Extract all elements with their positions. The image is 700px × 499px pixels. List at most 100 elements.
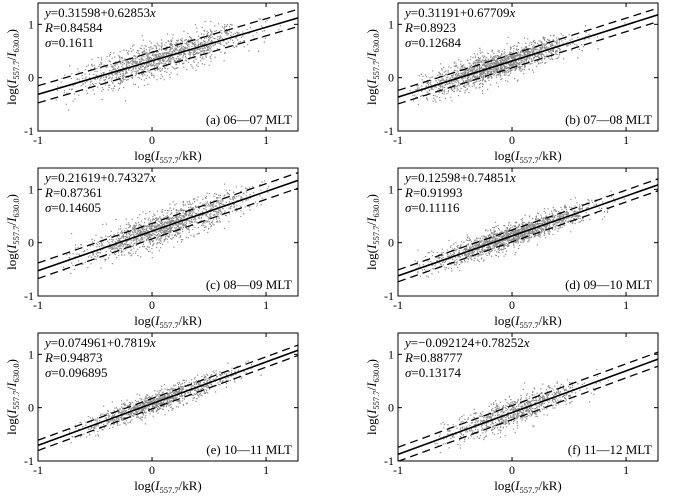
scatter-point	[451, 270, 453, 272]
scatter-point	[542, 219, 544, 221]
scatter-point	[490, 68, 492, 71]
scatter-point	[223, 60, 225, 62]
scatter-point	[491, 249, 493, 251]
scatter-point	[166, 229, 168, 232]
scatter-point	[142, 65, 144, 67]
scatter-point	[183, 215, 185, 217]
scatter-point	[99, 64, 101, 66]
scatter-point	[148, 232, 150, 234]
scatter-point	[189, 53, 191, 56]
scatter-point	[134, 83, 137, 86]
scatter-point	[193, 51, 195, 53]
scatter-point	[144, 224, 146, 227]
scatter-point	[119, 82, 122, 84]
sigma-text: σ=0.14605	[45, 200, 101, 215]
scatter-point	[484, 70, 486, 72]
scatter-point	[525, 47, 527, 49]
scatter-point	[470, 69, 472, 71]
scatter-point	[163, 53, 165, 55]
scatter-point	[108, 74, 110, 76]
scatter-point	[165, 65, 168, 67]
scatter-point	[574, 210, 576, 212]
scatter-point	[166, 49, 168, 51]
scatter-point	[240, 210, 242, 212]
scatter-point	[194, 218, 196, 220]
scatter-point	[154, 214, 156, 216]
scatter-point	[177, 233, 179, 235]
scatter-point	[80, 85, 82, 87]
scatter-point	[102, 71, 104, 74]
scatter-point	[188, 231, 190, 233]
scatter-point	[155, 226, 158, 228]
scatter-point	[138, 59, 140, 61]
scatter-point	[178, 62, 180, 64]
scatter-point	[150, 228, 152, 230]
scatter-point	[479, 79, 482, 82]
scatter-point	[100, 236, 102, 238]
scatter-point	[136, 70, 138, 72]
scatter-point	[457, 80, 459, 82]
scatter-point	[569, 39, 571, 41]
scatter-point	[100, 77, 102, 80]
scatter-point	[246, 191, 248, 193]
scatter-point	[451, 82, 453, 85]
scatter-point	[129, 58, 131, 60]
scatter-point	[194, 226, 196, 228]
scatter-point	[222, 40, 224, 42]
scatter-point	[198, 48, 200, 50]
sigma-text: σ=0.1611	[45, 35, 94, 50]
scatter-point	[132, 68, 134, 70]
scatter-point	[155, 46, 157, 48]
scatter-point	[538, 62, 540, 64]
scatter-point	[464, 86, 467, 88]
scatter-point	[216, 36, 219, 38]
scatter-point	[175, 45, 177, 48]
scatter-point	[89, 255, 91, 257]
scatter-point	[236, 33, 238, 35]
scatter-point	[226, 30, 229, 32]
scatter-point	[523, 73, 525, 75]
scatter-point	[464, 90, 466, 92]
scatter-point	[72, 85, 74, 87]
scatter-point	[477, 63, 479, 65]
scatter-point	[184, 204, 186, 206]
scatter-point	[161, 67, 164, 70]
scatter-point	[196, 31, 198, 33]
scatter-point	[140, 68, 142, 71]
scatter-point	[460, 74, 462, 76]
scatter-point	[167, 218, 169, 221]
scatter-point	[122, 80, 124, 82]
scatter-point	[459, 69, 461, 71]
scatter-point	[482, 60, 484, 62]
scatter-point	[481, 80, 483, 82]
scatter-point	[142, 238, 144, 240]
scatter-point	[173, 217, 175, 220]
scatter-point	[509, 56, 511, 58]
scatter-point	[156, 63, 158, 65]
scatter-point	[453, 65, 455, 67]
scatter-point	[537, 48, 539, 50]
scatter-point	[484, 76, 486, 79]
scatter-point	[154, 55, 156, 57]
scatter-point	[455, 79, 458, 81]
scatter-point	[106, 80, 108, 83]
scatter-point	[160, 39, 162, 41]
scatter-point	[84, 250, 86, 252]
scatter-point	[80, 244, 83, 246]
scatter-point	[469, 68, 471, 71]
scatter-point	[102, 240, 104, 242]
scatter-point	[209, 223, 211, 225]
scatter-point	[96, 246, 98, 248]
scatter-point	[168, 57, 170, 59]
scatter-point	[466, 84, 468, 86]
scatter-point	[165, 227, 167, 229]
scatter-point	[123, 75, 125, 77]
scatter-point	[232, 203, 234, 206]
scatter-point	[133, 62, 135, 64]
scatter-point	[518, 59, 520, 62]
scatter-point	[156, 225, 158, 227]
scatter-point	[218, 31, 221, 33]
scatter-point	[149, 242, 151, 244]
scatter-point	[196, 64, 198, 66]
scatter-point	[85, 85, 87, 87]
